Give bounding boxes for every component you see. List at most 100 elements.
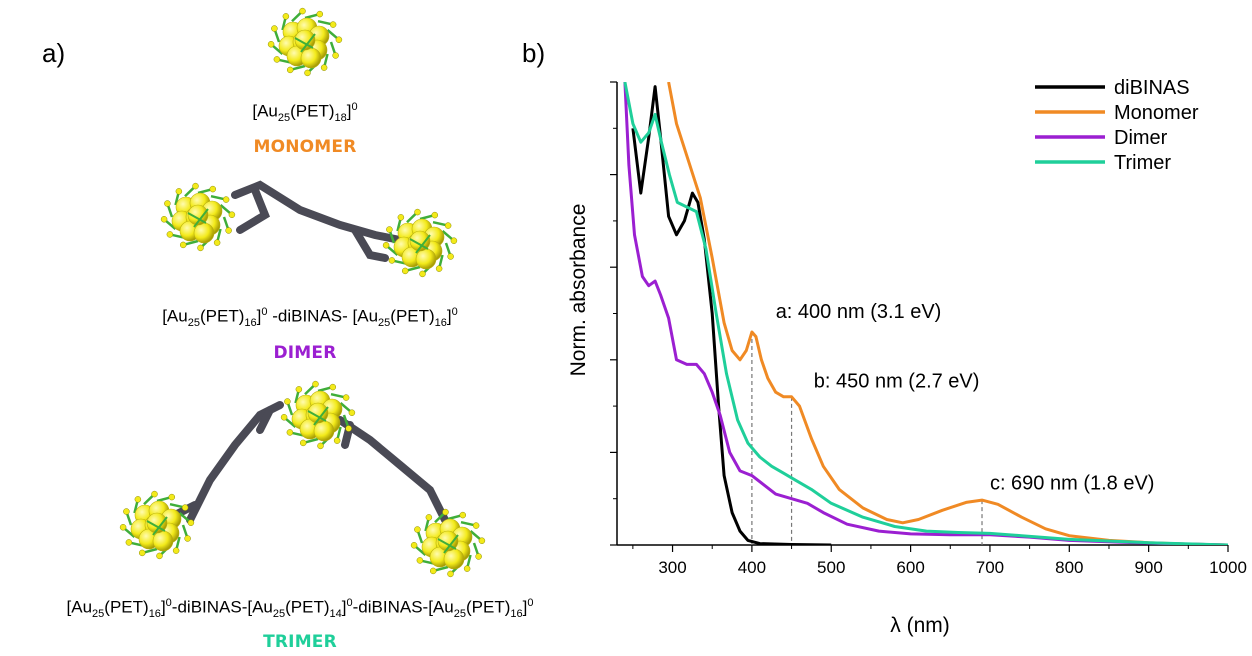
sulfur-atom — [312, 380, 319, 388]
trimer-cluster-left — [119, 490, 195, 560]
sulfur-atom — [397, 214, 405, 221]
sulfur-atom — [123, 508, 130, 515]
x-axis-label: λ (nm) — [890, 614, 950, 637]
gold-atom — [193, 222, 215, 244]
sulfur-atom — [179, 241, 187, 249]
sulfur-atom — [382, 242, 390, 249]
sulfur-atom — [282, 13, 290, 20]
gold-atom — [146, 512, 168, 534]
sulfur-atom — [138, 549, 146, 557]
sulfur-atom — [134, 496, 142, 503]
sulfur-atom — [345, 425, 352, 432]
panel-label-a: a) — [42, 38, 66, 68]
legend-label: Trimer — [1114, 152, 1171, 174]
dimer-cluster-left — [160, 182, 236, 252]
trimer-caption: TRIMER — [263, 632, 337, 652]
sulfur-atom — [125, 539, 133, 546]
gold-atom — [187, 204, 209, 226]
sulfur-atom — [329, 21, 337, 28]
gold-atom — [443, 548, 465, 570]
sulfur-atom — [213, 239, 221, 246]
sulfur-atom — [401, 267, 409, 275]
sulfur-atom — [386, 226, 393, 233]
core-bond — [307, 406, 329, 426]
trimer-cluster-top — [280, 380, 356, 450]
annotation-label: a: 400 nm (3.1 eV) — [776, 301, 942, 323]
core-bond — [437, 534, 459, 554]
sulfur-atom — [431, 211, 439, 219]
trimer-formula: [Au25(PET)16]0-diBINAS-[Au25(PET)14]0-di… — [66, 597, 534, 621]
core-bond — [294, 33, 316, 53]
sulfur-atom — [447, 570, 454, 578]
sulfur-atom — [160, 216, 168, 223]
sulfur-atom — [172, 547, 180, 554]
sulfur-atom — [450, 237, 458, 244]
sulfur-atom — [286, 66, 294, 74]
sulfur-atom — [342, 394, 350, 401]
sulfur-atom — [447, 253, 454, 260]
sulfur-atom — [410, 542, 418, 549]
sulfur-atom — [329, 383, 337, 391]
sulfur-atom — [299, 439, 307, 447]
trimer-cluster-right — [410, 508, 486, 578]
sulfur-atom — [267, 41, 275, 48]
sulfur-atom — [419, 270, 426, 278]
sulfur-atom — [332, 52, 339, 59]
x-tick-label: 400 — [738, 558, 766, 577]
sulfur-atom — [416, 557, 424, 564]
sulfur-atom — [187, 519, 195, 526]
sulfur-atom — [209, 185, 217, 193]
annotation-label: b: 450 nm (2.7 eV) — [814, 371, 980, 393]
sulfur-atom — [184, 535, 191, 542]
dimer-linker — [231, 180, 404, 262]
series-line-monomer — [667, 82, 1228, 545]
gold-atom — [294, 29, 316, 51]
sulfur-atom — [388, 257, 396, 264]
sulfur-atom — [304, 69, 311, 77]
monomer-formula: [Au25(PET)18]0 — [252, 101, 358, 125]
sulfur-atom — [192, 182, 199, 190]
sulfur-atom — [228, 211, 236, 218]
x-tick-label: 900 — [1134, 558, 1162, 577]
gold-atom — [152, 530, 174, 552]
sulfur-atom — [280, 414, 288, 421]
core-bond — [146, 516, 168, 536]
molecule-illustrations — [119, 7, 486, 578]
sulfur-atom — [299, 7, 306, 15]
x-tick-label: 500 — [817, 558, 845, 577]
y-axis-label: Norm. absorbance — [567, 204, 590, 377]
sulfur-atom — [166, 231, 174, 238]
x-tick-label: 300 — [658, 558, 686, 577]
gold-atom — [313, 420, 335, 442]
gold-atom — [437, 530, 459, 552]
sulfur-atom — [442, 508, 449, 516]
core-bond — [409, 234, 431, 254]
sulfur-atom — [119, 524, 127, 531]
panel-label-b: b) — [522, 38, 546, 68]
sulfur-atom — [429, 567, 437, 575]
sulfur-atom — [156, 552, 163, 560]
gold-atom — [300, 47, 322, 69]
legend-label: Monomer — [1114, 102, 1199, 124]
gold-atom — [409, 230, 431, 252]
sulfur-atom — [317, 442, 324, 450]
sulfur-atom — [459, 511, 467, 519]
sulfur-atom — [175, 188, 183, 195]
sulfur-atom — [273, 56, 281, 63]
annotation-label: c: 690 nm (1.8 eV) — [990, 472, 1155, 494]
sulfur-atom — [414, 208, 421, 216]
x-tick-label: 1000 — [1209, 558, 1247, 577]
sulfur-atom — [463, 565, 471, 572]
series-line-dimer — [623, 82, 1228, 545]
series-line-trimer — [623, 82, 1228, 545]
gold-atom — [307, 402, 329, 424]
sulfur-atom — [286, 429, 294, 436]
dimer-caption: DIMER — [273, 343, 337, 363]
dimer-cluster-right — [382, 208, 458, 278]
sulfur-atom — [335, 36, 343, 43]
sulfur-atom — [164, 200, 171, 207]
legend-label: Dimer — [1114, 127, 1168, 149]
sulfur-atom — [425, 514, 433, 521]
sulfur-atom — [414, 526, 421, 533]
sulfur-atom — [222, 196, 230, 203]
